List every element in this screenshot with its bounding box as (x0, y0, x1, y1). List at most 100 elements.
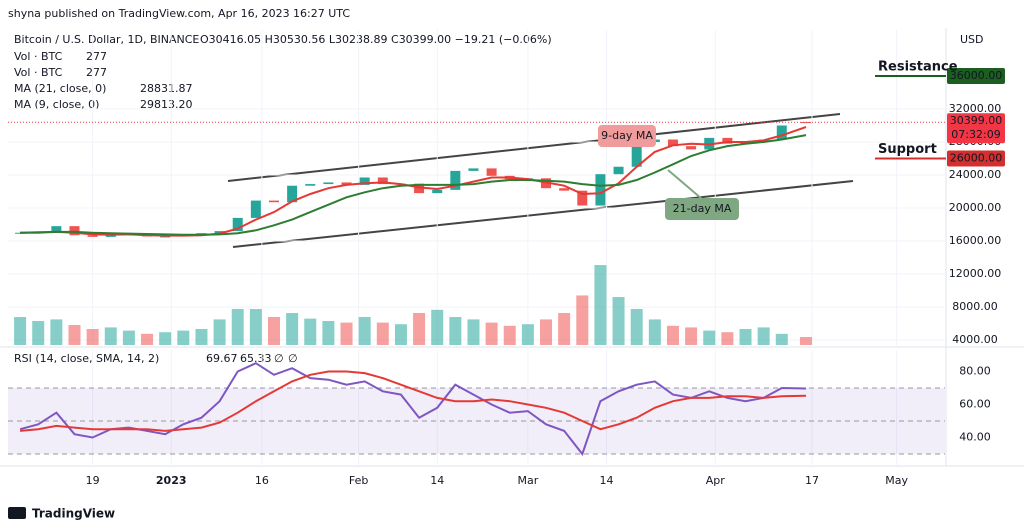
volume-bar (703, 330, 716, 345)
volume-bar (141, 333, 154, 345)
candle (432, 189, 443, 194)
annotation-pointer (667, 169, 703, 200)
volume-bar (213, 319, 226, 345)
rsi-legend-value: ∅ (288, 352, 298, 365)
volume-bar (449, 317, 462, 345)
ohlc-values: O30416.05 H30530.56 L30238.89 C30399.00 … (200, 33, 552, 46)
level-name: Support (878, 142, 937, 157)
volume-bar (521, 324, 534, 345)
volume-bar (304, 318, 317, 345)
rsi-tick-label: 60.00 (959, 397, 991, 410)
rsi-legend-value: 65.33 (240, 352, 272, 365)
volume-bar (775, 333, 788, 345)
volume-bar (177, 330, 190, 345)
candle (686, 146, 697, 150)
annotation-text: 21-day MA (673, 202, 732, 215)
logo (8, 507, 26, 519)
x-tick-label: 2023 (156, 474, 187, 487)
rsi-legend-value: ∅ (274, 352, 284, 365)
volume-bar (376, 322, 389, 345)
candle (667, 139, 678, 147)
volume-bar (612, 297, 625, 345)
candle (250, 200, 261, 218)
x-tick-label: 19 (86, 474, 100, 487)
candle (160, 236, 171, 238)
volume-bar (431, 309, 444, 345)
volume-bar (648, 319, 661, 345)
candle (722, 137, 733, 144)
level-box (947, 150, 1005, 167)
volume-bar (685, 327, 698, 345)
volume-bar (86, 329, 99, 345)
symbol-title: Bitcoin / U.S. Dollar, 1D, BINANCE (14, 33, 199, 46)
volume-bar (50, 319, 63, 345)
indicator-label: MA (21, close, 0) (14, 82, 106, 95)
volume-bar (413, 313, 426, 345)
candle (595, 174, 606, 206)
annotation-box (598, 125, 656, 147)
candle (377, 177, 388, 185)
candle (51, 226, 62, 232)
last-price-box (947, 113, 1005, 144)
indicator-value: 277 (86, 50, 107, 63)
volume-bar (286, 313, 299, 345)
indicator-label: Vol · BTC (14, 50, 63, 63)
indicator-label: Vol · BTC (14, 66, 63, 79)
candle (69, 226, 80, 236)
annotation-box (665, 198, 739, 220)
volume-bar (467, 319, 480, 345)
candle (359, 177, 370, 185)
volume-bar (159, 332, 172, 345)
footer-brand: TradingView (32, 507, 115, 521)
y-tick-label: 20000.00 (949, 201, 1002, 214)
candle (613, 166, 624, 175)
indicator-value: 277 (86, 66, 107, 79)
candle (268, 200, 279, 203)
volume-bar (195, 329, 208, 345)
volume-bar (721, 332, 734, 345)
volume-bar (231, 309, 244, 345)
volume-bar (267, 317, 280, 345)
level-price: 36000.00 (950, 69, 1003, 82)
candle (305, 184, 316, 186)
series-line (20, 370, 807, 432)
volume-bar (358, 317, 371, 345)
volume-bar (540, 319, 553, 345)
candle (450, 170, 461, 190)
candle (559, 188, 570, 191)
volume-bar (104, 327, 117, 345)
candle (323, 182, 334, 185)
x-tick-label: 14 (599, 474, 613, 487)
volume-bar (340, 322, 353, 345)
rsi-tick-label: 40.00 (959, 430, 991, 443)
candle (776, 125, 787, 140)
candle (631, 142, 642, 167)
candle (87, 235, 98, 237)
x-tick-label: 14 (430, 474, 444, 487)
x-tick-label: Feb (349, 474, 368, 487)
candle (214, 231, 225, 234)
y-tick-label: 16000.00 (949, 234, 1002, 247)
channel-top (227, 113, 841, 182)
x-tick-label: 17 (805, 474, 819, 487)
x-tick-label: Apr (706, 474, 726, 487)
annotation-text: 9-day MA (601, 129, 653, 142)
candle (577, 190, 588, 206)
volume-bar (799, 337, 812, 345)
candle (486, 168, 497, 176)
channel-bottom (232, 180, 854, 248)
volume-bar (739, 329, 752, 345)
volume-bar (485, 322, 498, 345)
x-tick-label: 16 (255, 474, 269, 487)
candle (414, 183, 425, 194)
volume-bar (757, 327, 770, 345)
countdown-label: 07:32:09 (951, 128, 1000, 141)
volume-bar (322, 321, 335, 345)
volume-bar (68, 325, 81, 345)
indicator-value: 29813.20 (140, 98, 193, 111)
currency-label: USD (960, 33, 984, 46)
level-name: Resistance (878, 60, 958, 75)
volume-bar (630, 309, 643, 345)
y-tick-label: 32000.00 (949, 102, 1002, 115)
